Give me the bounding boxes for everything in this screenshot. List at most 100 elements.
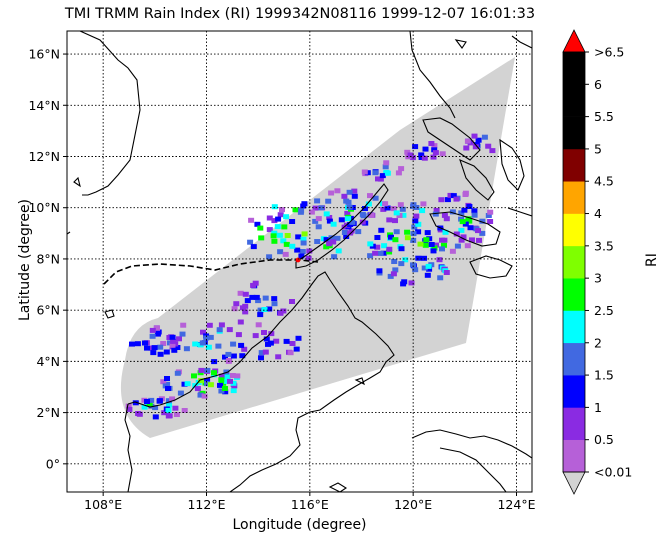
rain-cell bbox=[326, 241, 333, 247]
rain-cell bbox=[419, 208, 426, 214]
rain-cell bbox=[300, 240, 307, 246]
rain-cell bbox=[166, 335, 173, 340]
rain-cell bbox=[204, 378, 211, 383]
rain-cell bbox=[207, 334, 214, 340]
rain-cell bbox=[415, 221, 422, 227]
rain-cell bbox=[156, 398, 163, 404]
rain-cell bbox=[164, 376, 170, 381]
rain-cell bbox=[298, 253, 305, 259]
rain-cell bbox=[165, 407, 172, 413]
rain-cell bbox=[365, 201, 372, 207]
rain-cell bbox=[368, 212, 375, 218]
rain-cell bbox=[171, 347, 178, 353]
rain-cell bbox=[345, 199, 352, 205]
rain-cell bbox=[442, 229, 449, 235]
y-tick-label: 14°N bbox=[28, 98, 60, 113]
map-area bbox=[67, 31, 532, 492]
rain-cell bbox=[152, 405, 159, 411]
rain-cell bbox=[216, 327, 223, 333]
rain-cell bbox=[404, 229, 411, 235]
rain-cell bbox=[271, 301, 278, 307]
y-tick-label: 16°N bbox=[28, 47, 60, 62]
rain-cell bbox=[289, 299, 295, 304]
rain-cell bbox=[217, 382, 223, 388]
rain-cell bbox=[226, 327, 233, 333]
rain-cell bbox=[219, 373, 225, 379]
y-tick-label: 10°N bbox=[28, 200, 60, 215]
rain-cell bbox=[475, 137, 482, 143]
rain-cell bbox=[169, 334, 176, 340]
rain-cell bbox=[141, 404, 148, 410]
rain-cell bbox=[436, 257, 443, 263]
rain-cell bbox=[222, 354, 228, 360]
rain-cell bbox=[418, 155, 425, 160]
rain-cell bbox=[207, 382, 214, 388]
rain-cell bbox=[443, 216, 450, 222]
rain-cell bbox=[410, 202, 417, 208]
rain-cell bbox=[343, 234, 350, 239]
rain-cell bbox=[239, 353, 246, 359]
rain-cell bbox=[349, 219, 356, 225]
rain-cell bbox=[258, 355, 264, 361]
rain-cell bbox=[330, 221, 337, 227]
rain-cell bbox=[454, 243, 461, 249]
rain-cell bbox=[180, 322, 187, 328]
rain-cell bbox=[136, 411, 143, 417]
rain-cell bbox=[247, 239, 254, 245]
rain-cell bbox=[335, 248, 342, 254]
colorbar-tick-label: 1.5 bbox=[594, 368, 614, 383]
rain-cell bbox=[410, 262, 416, 268]
rain-cell bbox=[289, 219, 296, 224]
colorbar-tick-label: 1 bbox=[594, 400, 602, 415]
rain-cell bbox=[266, 215, 273, 221]
rain-cell bbox=[433, 207, 440, 213]
rain-cell bbox=[248, 217, 255, 223]
rain-cell bbox=[464, 138, 471, 144]
rain-cell bbox=[413, 205, 420, 210]
rain-cell bbox=[166, 402, 173, 408]
rain-cell bbox=[347, 230, 354, 236]
rain-cell bbox=[233, 301, 240, 307]
rain-cell bbox=[376, 268, 383, 274]
rain-cell bbox=[271, 230, 278, 236]
rain-cell bbox=[341, 193, 348, 199]
rain-cell bbox=[399, 206, 406, 212]
rain-cell bbox=[377, 250, 384, 256]
y-axis-label: Latitude (degree) bbox=[17, 198, 33, 322]
rain-cell bbox=[431, 147, 438, 153]
rain-cell bbox=[148, 397, 155, 403]
rain-cell bbox=[284, 233, 291, 238]
rain-cell bbox=[244, 298, 251, 304]
rain-cell bbox=[315, 216, 322, 222]
rain-cell bbox=[466, 204, 473, 209]
colorbar-tick-label: 6 bbox=[594, 77, 602, 92]
rain-cell bbox=[395, 170, 402, 176]
colorbar-tick-label: 4.5 bbox=[594, 174, 614, 189]
colorbar-segment bbox=[563, 84, 585, 117]
rain-cell bbox=[218, 377, 225, 383]
colorbar-segment bbox=[563, 342, 585, 376]
rain-cell bbox=[351, 193, 358, 199]
rain-cell bbox=[144, 399, 150, 404]
rain-cell bbox=[466, 218, 473, 224]
rain-cell bbox=[432, 211, 439, 217]
rain-cell bbox=[458, 210, 465, 216]
rain-cell bbox=[300, 236, 307, 242]
rain-cell bbox=[261, 330, 267, 335]
rain-cell bbox=[160, 341, 167, 346]
rain-cell bbox=[271, 238, 278, 244]
rain-cell bbox=[169, 342, 176, 348]
rain-cell bbox=[412, 267, 419, 273]
rain-cell bbox=[471, 133, 478, 139]
rain-cell bbox=[149, 327, 156, 333]
rain-cell bbox=[397, 202, 404, 208]
rain-cell bbox=[154, 325, 160, 331]
rain-cell bbox=[282, 251, 289, 257]
x-tick-label: 112°E bbox=[187, 497, 225, 512]
rain-cell bbox=[458, 227, 465, 233]
rain-cell bbox=[318, 205, 325, 211]
map-frame bbox=[66, 30, 533, 493]
rain-cell bbox=[437, 275, 444, 281]
rain-cell bbox=[315, 224, 322, 230]
